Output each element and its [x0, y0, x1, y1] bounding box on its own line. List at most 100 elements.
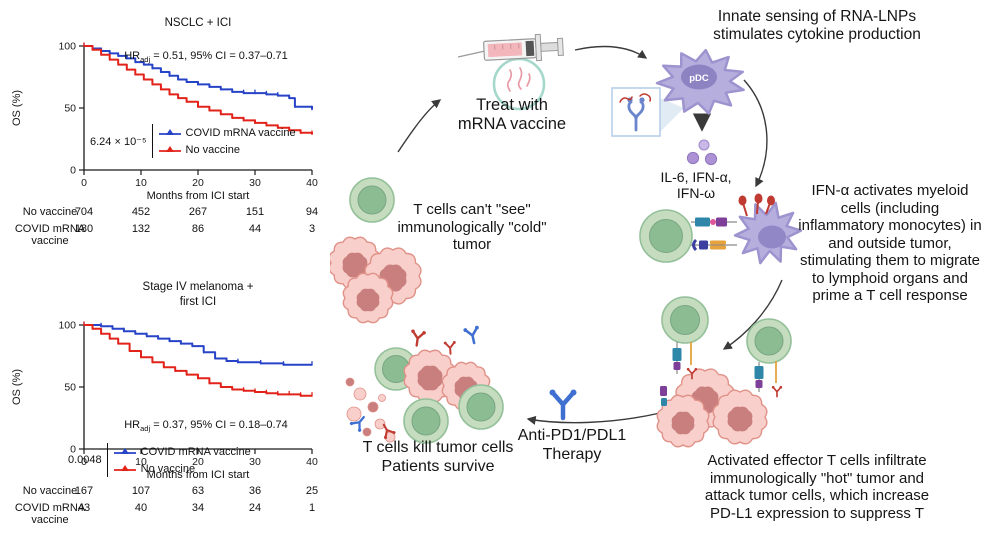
red-line-marker-icon: [158, 145, 181, 152]
p-value: 6.24 × 10⁻⁵: [90, 135, 147, 148]
km-chart-melanoma: Stage IV melanoma + first ICI 0 50 100 0 10 2…: [6, 279, 336, 530]
risk-value: 25: [305, 485, 319, 497]
svg-text:10: 10: [135, 177, 147, 189]
risk-value: 3: [308, 223, 316, 235]
arrow-therapy-to-kill: [526, 412, 661, 425]
svg-text:OS (%): OS (%): [11, 90, 23, 126]
svg-text:40: 40: [306, 456, 318, 468]
anti-pd1-therapy-label: Anti-PD1/PDL1 Therapy: [517, 427, 627, 463]
x-axis-label: Months from ICI start: [146, 190, 250, 202]
inset-connector: [660, 98, 684, 132]
svg-text:20: 20: [192, 177, 204, 189]
t-cell: [661, 296, 709, 344]
tumor-nucleus: [727, 406, 753, 432]
risk-value: 36: [248, 485, 262, 497]
tumor-nucleus: [671, 411, 695, 435]
antibody-icon: [463, 325, 479, 345]
comparison-bracket: [106, 443, 108, 477]
receptor-connector: [672, 342, 698, 380]
killed-tumor-cluster: [345, 325, 504, 444]
t-cell: [349, 177, 395, 223]
km-chart-nsclc: NSCLC + ICI 0 50 100 0 10 20 30 40 OS (%) HRadj …: [6, 6, 336, 251]
chart-title: Stage IV melanoma + first ICI: [142, 281, 254, 308]
svg-text:0: 0: [81, 456, 87, 468]
tumor-nucleus: [417, 365, 443, 391]
innate-sensing-label: Innate sensing of RNA-LNPs stimulates cy…: [713, 8, 921, 44]
pdc-nucleus: [681, 64, 717, 90]
blue-line-marker-icon: [158, 128, 181, 135]
risk-value: 107: [131, 485, 151, 497]
hot-tumor-cluster: [656, 296, 792, 448]
tlr-receptor-icon: [627, 100, 645, 132]
legend-item-no-vaccine: No vaccine: [113, 463, 251, 475]
svg-text:10: 10: [135, 456, 147, 468]
cold-tumor-cluster: [330, 177, 422, 324]
risk-value: 452: [131, 206, 151, 218]
receptor-connector: [754, 361, 783, 398]
syringe-icon: [457, 33, 564, 111]
svg-text:0: 0: [70, 165, 76, 177]
antibody-icon: [443, 341, 456, 355]
risk-value: 132: [131, 223, 151, 235]
risk-value: 704: [74, 206, 94, 218]
receptor-connector-top: [691, 217, 737, 227]
risk-value: 24: [248, 502, 262, 514]
svg-text:30: 30: [249, 177, 261, 189]
risk-table: No vaccine 704 452 267 151 94 COVID mRNA vacci…: [6, 205, 336, 251]
chart-legend: 6.24 × 10⁻⁵ COVID mRNA vaccine No vaccin…: [90, 124, 296, 158]
chart-title: NSCLC + ICI: [164, 16, 232, 29]
legend-item-no-vaccine: No vaccine: [158, 144, 296, 156]
ifna-activation-label: IFN-α activates myeloid cells (including…: [798, 182, 982, 305]
antibody-icon: [382, 423, 396, 440]
svg-text:50: 50: [64, 103, 76, 115]
svg-text:50: 50: [64, 382, 76, 394]
risk-value: 180: [74, 223, 94, 235]
risk-value: 44: [248, 223, 262, 235]
antibody-icon: [349, 415, 365, 432]
legend-item-vaccine: COVID mRNA vaccine: [158, 127, 296, 139]
pdc-label: pDC: [689, 73, 709, 84]
arrow-cold-to-vaccine: [397, 99, 442, 153]
svg-text:40: 40: [306, 177, 318, 189]
risk-table: No vaccine 167 107 63 36 25 COVID mRNA vaccine…: [6, 484, 336, 530]
comparison-bracket: [151, 124, 153, 158]
mechanism-diagram: pDC: [330, 0, 1000, 533]
svg-text:20: 20: [192, 456, 204, 468]
chart-legend: 0.0048 COVID mRNA vaccine No vaccine: [68, 443, 251, 477]
legend-item-vaccine: COVID mRNA vaccine: [113, 446, 251, 458]
tcells-kill-label: T cells kill tumor cells Patients surviv…: [362, 439, 514, 475]
risk-row-label: No vaccine: [22, 206, 78, 218]
tumor-nucleus: [342, 252, 368, 278]
svg-text:0: 0: [70, 444, 76, 456]
cold-tumor-label: T cells can't "see" immunologically "col…: [397, 201, 547, 254]
red-line-marker-icon: [113, 464, 136, 471]
t-cell: [746, 318, 792, 364]
hazard-ratio-annotation: HRadj = 0.37, 95% CI = 0.18–0.74: [124, 419, 288, 434]
arrow-cytokines-to-priming: [743, 79, 768, 188]
x-axis-label: Months from ICI start: [146, 469, 250, 481]
t-cell: [403, 398, 449, 444]
svg-text:100: 100: [58, 320, 76, 332]
pdc-cell: pDC: [611, 48, 745, 137]
mrna-strands: [506, 67, 531, 92]
diagram-artwork: pDC: [330, 33, 803, 448]
treat-vaccine-label: Treat with mRNA vaccine: [457, 96, 567, 134]
myeloid-nucleus: [758, 225, 786, 249]
cytokines-label: IL-6, IFN-α, IFN-ω: [660, 169, 732, 202]
tlr-inset-box: [611, 87, 661, 137]
arrow-vaccine-to-pdc: [574, 45, 648, 59]
risk-value: 151: [245, 206, 265, 218]
anti-pd1-antibody-icon: [549, 389, 577, 421]
svg-text:100: 100: [58, 41, 76, 53]
risk-row-label: COVID mRNA vaccine: [14, 502, 86, 527]
risk-row-label: No vaccine: [22, 485, 78, 497]
receptor-fragments: [660, 386, 667, 406]
km-plot-melanoma: 0 50 100 0 10 20 30 40 OS (%): [11, 320, 318, 469]
p-value: 0.0048: [68, 454, 102, 466]
km-plot-nsclc: 0 50 100 0 10 20 30 40 OS (%): [11, 41, 318, 190]
risk-value: 40: [134, 502, 148, 514]
risk-value: 1: [308, 502, 316, 514]
risk-value: 167: [74, 485, 94, 497]
risk-value: 63: [191, 485, 205, 497]
antibody-icon: [411, 329, 426, 347]
